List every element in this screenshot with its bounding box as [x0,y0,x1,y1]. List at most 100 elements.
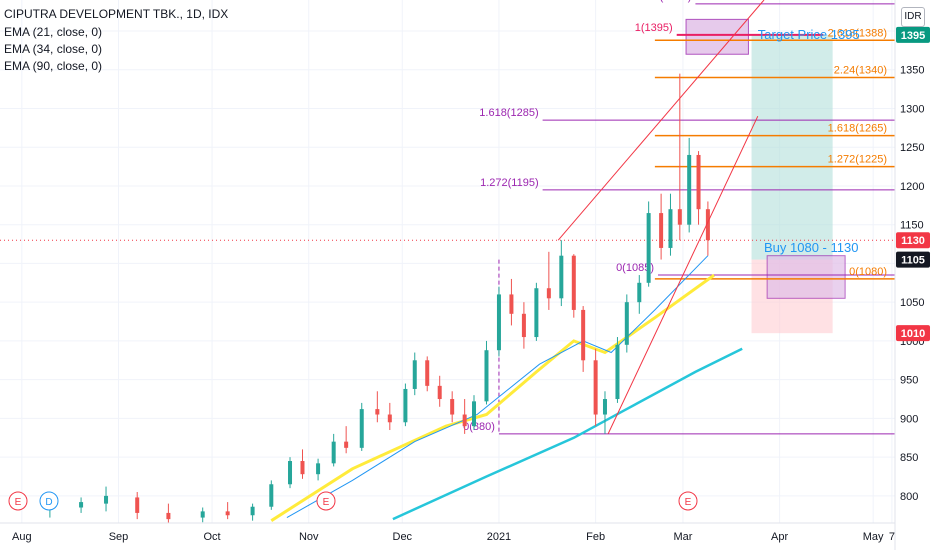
target-zone [751,34,833,260]
candle-body [637,282,642,303]
event-marker [678,491,698,511]
event-marker [316,491,336,511]
candle-body [509,294,514,314]
y-tick-label: 1150 [900,220,924,232]
candle-body [425,360,430,386]
y-tick-label: 1200 [900,181,924,193]
indicator-ema-34[interactable]: EMA (34, close, 0) [4,42,103,56]
candle-body [496,294,501,351]
x-tick-label: Feb [586,531,605,543]
ema-90-line [392,347,743,521]
candle-body [534,288,539,338]
candle-body [571,255,576,310]
candle-body [331,441,336,464]
y-tick-label: 1250 [900,142,924,154]
x-tick-label: May [863,531,884,543]
x-tick-label: Nov [299,531,319,543]
candle-body [412,360,417,389]
candle-body [484,350,489,402]
candle-body [705,209,710,241]
y-tick-label: 1300 [900,103,924,115]
x-tick-label: Aug [12,531,32,543]
candle-body [250,506,255,516]
chart-title: CIPUTRA DEVELOPMENT TBK., 1D, IDX [4,7,229,21]
candle-body [200,511,205,518]
x-tick-label: 7 [889,531,895,543]
candle-body [462,414,467,427]
price-tag [896,26,930,43]
candle-body [79,502,84,508]
candle-body [472,401,477,427]
x-tick-label: Dec [393,531,413,543]
buy-range-label: Buy 1080 - 1130 [764,240,858,255]
candle-body [615,344,620,400]
candle-body [646,213,651,283]
candle-body [521,313,526,338]
candle-body [225,511,230,516]
price-tag [896,325,930,342]
event-marker-label: E [323,497,330,508]
candle-body [546,288,551,299]
fib-level-label: 1(1395) [635,22,673,34]
candle-body [300,461,305,475]
candle-body [668,209,673,248]
y-tick-label: 1350 [900,65,924,77]
target-box [685,18,749,55]
target-price-label: Target Price 1395 [758,27,860,42]
price-tag-label: 1105 [901,255,925,267]
y-tick-label: 950 [900,375,918,387]
candle-body [559,255,564,299]
channel-upper-line [557,0,765,241]
event-marker-label: D [45,497,52,508]
channel-lower-line [607,116,759,435]
fib-level-label: 1.272(1195) [480,177,539,189]
candle-body [316,463,321,475]
candle-body [593,360,598,415]
candle-body [659,213,664,248]
candle-body [624,302,629,345]
candle-body [687,154,692,225]
candle-body [677,209,682,225]
candle-body [166,512,171,520]
event-marker-label: E [685,497,692,508]
ema-34-line [270,273,715,522]
x-tick-label: Apr [771,531,788,543]
price-tag-label: 1130 [901,235,925,247]
fib-level-label: 2.24(1435) [638,0,691,3]
fib-level-label: 2.24(1340) [834,64,887,76]
price-tag-label: 1010 [901,328,925,340]
price-tag-label: 1395 [901,30,925,42]
candle-body [387,414,392,423]
y-tick-label: 900 [900,413,918,425]
fib-level-label: 1.272(1225) [828,154,887,166]
indicator-ema-21[interactable]: EMA (21, close, 0) [4,25,103,39]
y-tick-label: 800 [900,491,918,503]
y-tick-label: 850 [900,452,918,464]
candle-body [269,484,274,507]
event-marker [8,491,28,511]
currency-button[interactable]: IDR [901,7,925,27]
x-tick-label: Mar [673,531,692,543]
fib-level-label: 0(1085) [616,262,654,274]
fib-level-label: 0(880) [463,421,495,433]
candle-body [602,399,607,415]
price-tag [896,251,930,268]
y-tick-label: 1050 [900,297,924,309]
x-tick-label: 2021 [487,531,511,543]
candle-body [437,385,442,400]
fib-level-label: 1.618(1285) [479,107,538,119]
candle-body [344,441,349,448]
candle-body [403,388,408,423]
candle-body [375,409,380,415]
price-tag [896,232,930,249]
candle-body [135,497,140,513]
indicator-ema-90[interactable]: EMA (90, close, 0) [4,59,103,73]
x-tick-label: Sep [109,531,129,543]
x-tick-label: Oct [203,531,220,543]
candle-body [288,461,293,485]
fib-level-label: 0(1080) [849,266,887,278]
fib-level-label: 1.618(1265) [828,123,887,135]
candle-body [696,154,701,210]
